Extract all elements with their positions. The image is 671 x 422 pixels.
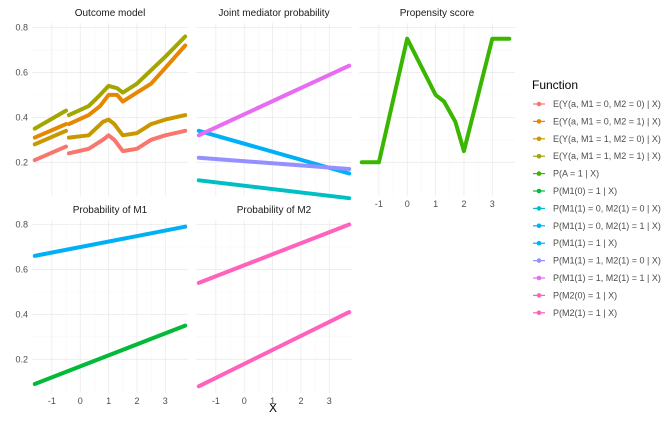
x-tick-label: 1 (270, 396, 275, 406)
panel-title: Probability of M2 (237, 205, 312, 216)
legend-label: P(M1(1) = 0, M2(1) = 1 | X) (553, 221, 661, 231)
legend-label: P(M1(1) = 1, M2(1) = 0 | X) (553, 256, 661, 266)
panel-background (32, 23, 188, 196)
x-tick-label: -1 (375, 199, 383, 209)
series-line (196, 222, 352, 285)
legend-item: P(M1(1) = 0, M2(1) = 0 | X) (533, 203, 661, 213)
legend-key-dot (536, 240, 542, 246)
panel-title: Outcome model (75, 8, 146, 19)
series-line (32, 323, 188, 386)
legend-key-dot (536, 119, 542, 124)
x-tick-label: 1 (106, 396, 111, 406)
legend-item: E(Y(a, M1 = 0, M2 = 0) | X) (533, 99, 661, 109)
legend-label: P(M2(1) = 1 | X) (553, 308, 617, 318)
x-tick-label: 3 (327, 396, 332, 406)
legend-key-dot (536, 101, 542, 107)
panel-1: Outcome model 0.2 0.4 0.6 0.8 (15, 8, 188, 196)
legend-item: P(M1(0) = 1 | X) (533, 186, 617, 196)
legend-key-dot (536, 153, 542, 159)
legend-key-dot (536, 310, 542, 316)
legend-label: E(Y(a, M1 = 0, M2 = 1) | X) (553, 116, 661, 126)
series-line (66, 34, 188, 118)
legend-key-dot (536, 275, 542, 281)
legend-item: E(Y(a, M1 = 1, M2 = 1) | X) (533, 151, 661, 161)
legend-key-dot (536, 293, 542, 298)
panel-3: Propensity score -1 0 1 2 3 (359, 8, 515, 209)
legend-item: P(M1(1) = 0, M2(1) = 1 | X) (533, 221, 661, 231)
x-tick-label: 3 (490, 199, 495, 209)
panel-background (196, 220, 352, 393)
legend-label: P(M1(1) = 1, M2(1) = 1 | X) (553, 273, 661, 283)
y-tick-label: 0.4 (15, 112, 28, 122)
legend-key-dot (536, 188, 542, 194)
panel-title: Probability of M1 (73, 205, 148, 216)
series-line (196, 178, 352, 201)
panel-title: Propensity score (400, 8, 475, 19)
legend-label: E(Y(a, M1 = 0, M2 = 0) | X) (553, 99, 661, 109)
y-tick-label: 0.8 (15, 22, 28, 32)
x-tick-label: 2 (134, 396, 139, 406)
legend-label: P(M1(1) = 0, M2(1) = 0 | X) (553, 203, 661, 213)
legend-key-dot (536, 258, 542, 263)
legend-item: P(A = 1 | X) (533, 169, 599, 179)
x-tick-label: 3 (163, 396, 168, 406)
series-line (32, 108, 68, 131)
panel-4: Probability of M1 0.2 0.4 0.6 0.8 -1 0 1 2 3 (15, 205, 188, 406)
legend-item: P(M1(1) = 1, M2(1) = 1 | X) (533, 273, 661, 283)
legend-key-dot (536, 223, 542, 229)
x-tick-label: 0 (78, 396, 83, 406)
panel-title: Joint mediator probability (218, 8, 329, 19)
x-tick-label: -1 (48, 396, 56, 406)
x-tick-label: 2 (298, 396, 303, 406)
legend-item: E(Y(a, M1 = 0, M2 = 1) | X) (533, 116, 661, 126)
legend: Function E(Y(a, M1 = 0, M2 = 0) | X) E(Y(… (532, 78, 661, 318)
x-tick-label: 0 (405, 199, 410, 209)
x-tick-label: -1 (212, 396, 220, 406)
y-tick-label: 0.2 (15, 157, 28, 167)
legend-key-dot (536, 171, 542, 176)
legend-title: Function (532, 78, 578, 92)
panel-5: Probability of M2 -1 0 1 2 3 (196, 205, 352, 406)
legend-key-dot (536, 206, 542, 211)
y-tick-label: 0.2 (15, 354, 28, 364)
x-tick-label: 2 (461, 199, 466, 209)
y-tick-label: 0.6 (15, 264, 28, 274)
series-line (196, 63, 352, 138)
legend-label: P(A = 1 | X) (553, 169, 599, 179)
legend-label: P(M1(0) = 1 | X) (553, 186, 617, 196)
series-line (32, 144, 68, 163)
panel-background (32, 220, 188, 393)
x-tick-label: 0 (242, 396, 247, 406)
series-line (32, 122, 68, 140)
legend-label: E(Y(a, M1 = 1, M2 = 1) | X) (553, 151, 661, 161)
y-tick-label: 0.4 (15, 309, 28, 319)
series-line (32, 128, 68, 147)
legend-item: E(Y(a, M1 = 1, M2 = 0) | X) (533, 134, 661, 144)
legend-item: P(M1(1) = 1, M2(1) = 0 | X) (533, 256, 661, 266)
series-line (196, 310, 352, 389)
y-tick-label: 0.6 (15, 67, 28, 77)
x-axis-title: X (269, 401, 277, 415)
legend-label: P(M1(1) = 1 | X) (553, 238, 617, 248)
series-line (359, 36, 512, 165)
legend-item: P(M1(1) = 1 | X) (533, 238, 617, 248)
panel-background (196, 23, 352, 196)
x-tick-label: 1 (433, 199, 438, 209)
legend-key-dot (536, 136, 542, 142)
legend-label: P(M2(0) = 1 | X) (553, 290, 617, 300)
series-line (66, 113, 188, 140)
series-line (196, 155, 352, 171)
series-line (66, 128, 188, 156)
y-tick-label: 0.8 (15, 219, 28, 229)
legend-item: P(M2(0) = 1 | X) (533, 290, 617, 300)
panel-2: Joint mediator probability (196, 8, 352, 201)
series-line (66, 43, 188, 127)
legend-label: E(Y(a, M1 = 1, M2 = 0) | X) (553, 134, 661, 144)
series-line (32, 224, 188, 258)
legend-item: P(M2(1) = 1 | X) (533, 308, 617, 318)
